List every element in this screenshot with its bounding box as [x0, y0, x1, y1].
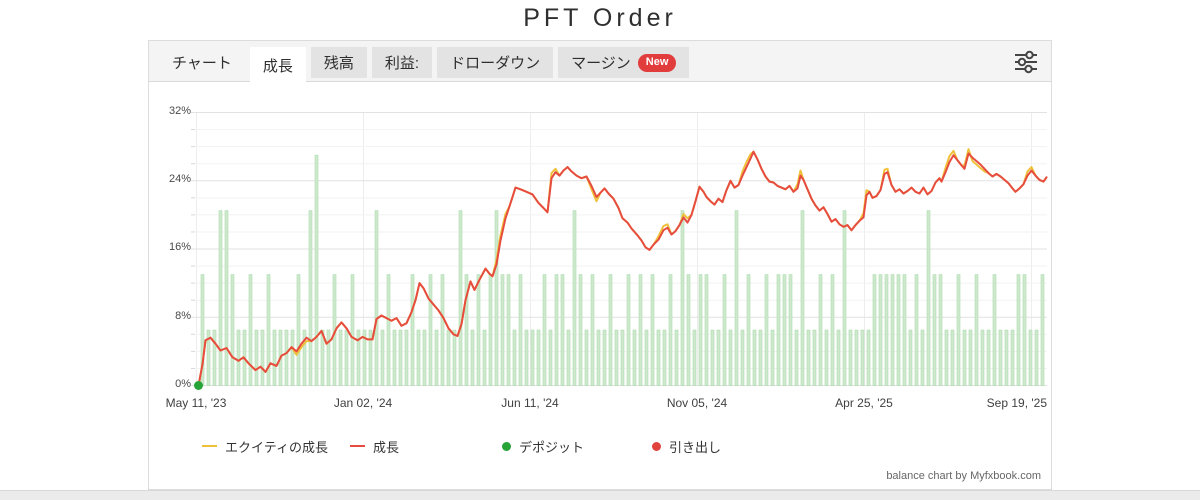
growth-line-swatch [350, 445, 365, 447]
x-axis-label: May 11, '23 [165, 396, 227, 410]
tab-margin[interactable]: マージン New [558, 47, 690, 78]
legend-label: 成長 [373, 439, 400, 455]
new-badge: New [637, 53, 677, 72]
x-axis-label: Apr 25, '25 [835, 396, 893, 410]
y-axis-label: 8% [175, 310, 191, 322]
tab-balance[interactable]: 残高 [310, 47, 367, 78]
deposit-dot-swatch [502, 441, 511, 451]
y-axis-label: 32% [168, 105, 191, 117]
legend-label: エクイティの成長 [225, 439, 328, 455]
equity-line-swatch [202, 445, 217, 447]
tab-chart[interactable]: チャート [172, 55, 232, 72]
tab-profit[interactable]: 利益: [371, 47, 433, 78]
y-axis-label: 24% [168, 173, 191, 185]
tab-drawdown[interactable]: ドローダウン [437, 47, 554, 78]
chart-area: 32% 24% 16% 8% 0% May 11, '23 Jan 02, '2… [149, 82, 1051, 489]
legend-item-equity-growth[interactable]: エクイティの成長 [202, 436, 328, 456]
x-axis-label: Nov 05, '24 [666, 396, 728, 410]
tab-margin-label: マージン [571, 55, 631, 72]
x-axis-label: Sep 19, '25 [986, 396, 1047, 410]
deposit-marker [194, 381, 203, 390]
growth-line [197, 150, 1048, 387]
legend-label: 引き出し [669, 439, 722, 455]
withdrawal-dot-swatch [652, 441, 661, 451]
growth-chart[interactable] [191, 112, 1048, 390]
chart-widget: チャート 成長 残高 利益: ドローダウン マージン New 32% 24% [148, 40, 1052, 490]
page-title: PFT Order [523, 4, 677, 32]
deposit-bars [200, 154, 1045, 386]
y-axis-label: 0% [175, 378, 191, 390]
myfxbook-credit-link[interactable]: balance chart by Myfxbook.com [886, 470, 1041, 482]
bottom-strip [0, 490, 1200, 500]
legend-label: デポジット [519, 439, 585, 455]
legend-item-deposit[interactable]: デポジット [502, 436, 584, 456]
tab-bar: チャート 成長 残高 利益: ドローダウン マージン New [149, 41, 1051, 83]
tab-growth[interactable]: 成長 [249, 47, 306, 83]
y-axis-label: 16% [168, 241, 191, 253]
legend-item-growth[interactable]: 成長 [350, 436, 399, 456]
x-axis-label: Jan 02, '24 [333, 396, 393, 410]
sliders-icon [1015, 50, 1037, 74]
x-axis-label: Jun 11, '24 [501, 396, 559, 410]
legend-item-withdrawal[interactable]: 引き出し [652, 436, 721, 456]
settings-button[interactable] [1013, 50, 1039, 74]
